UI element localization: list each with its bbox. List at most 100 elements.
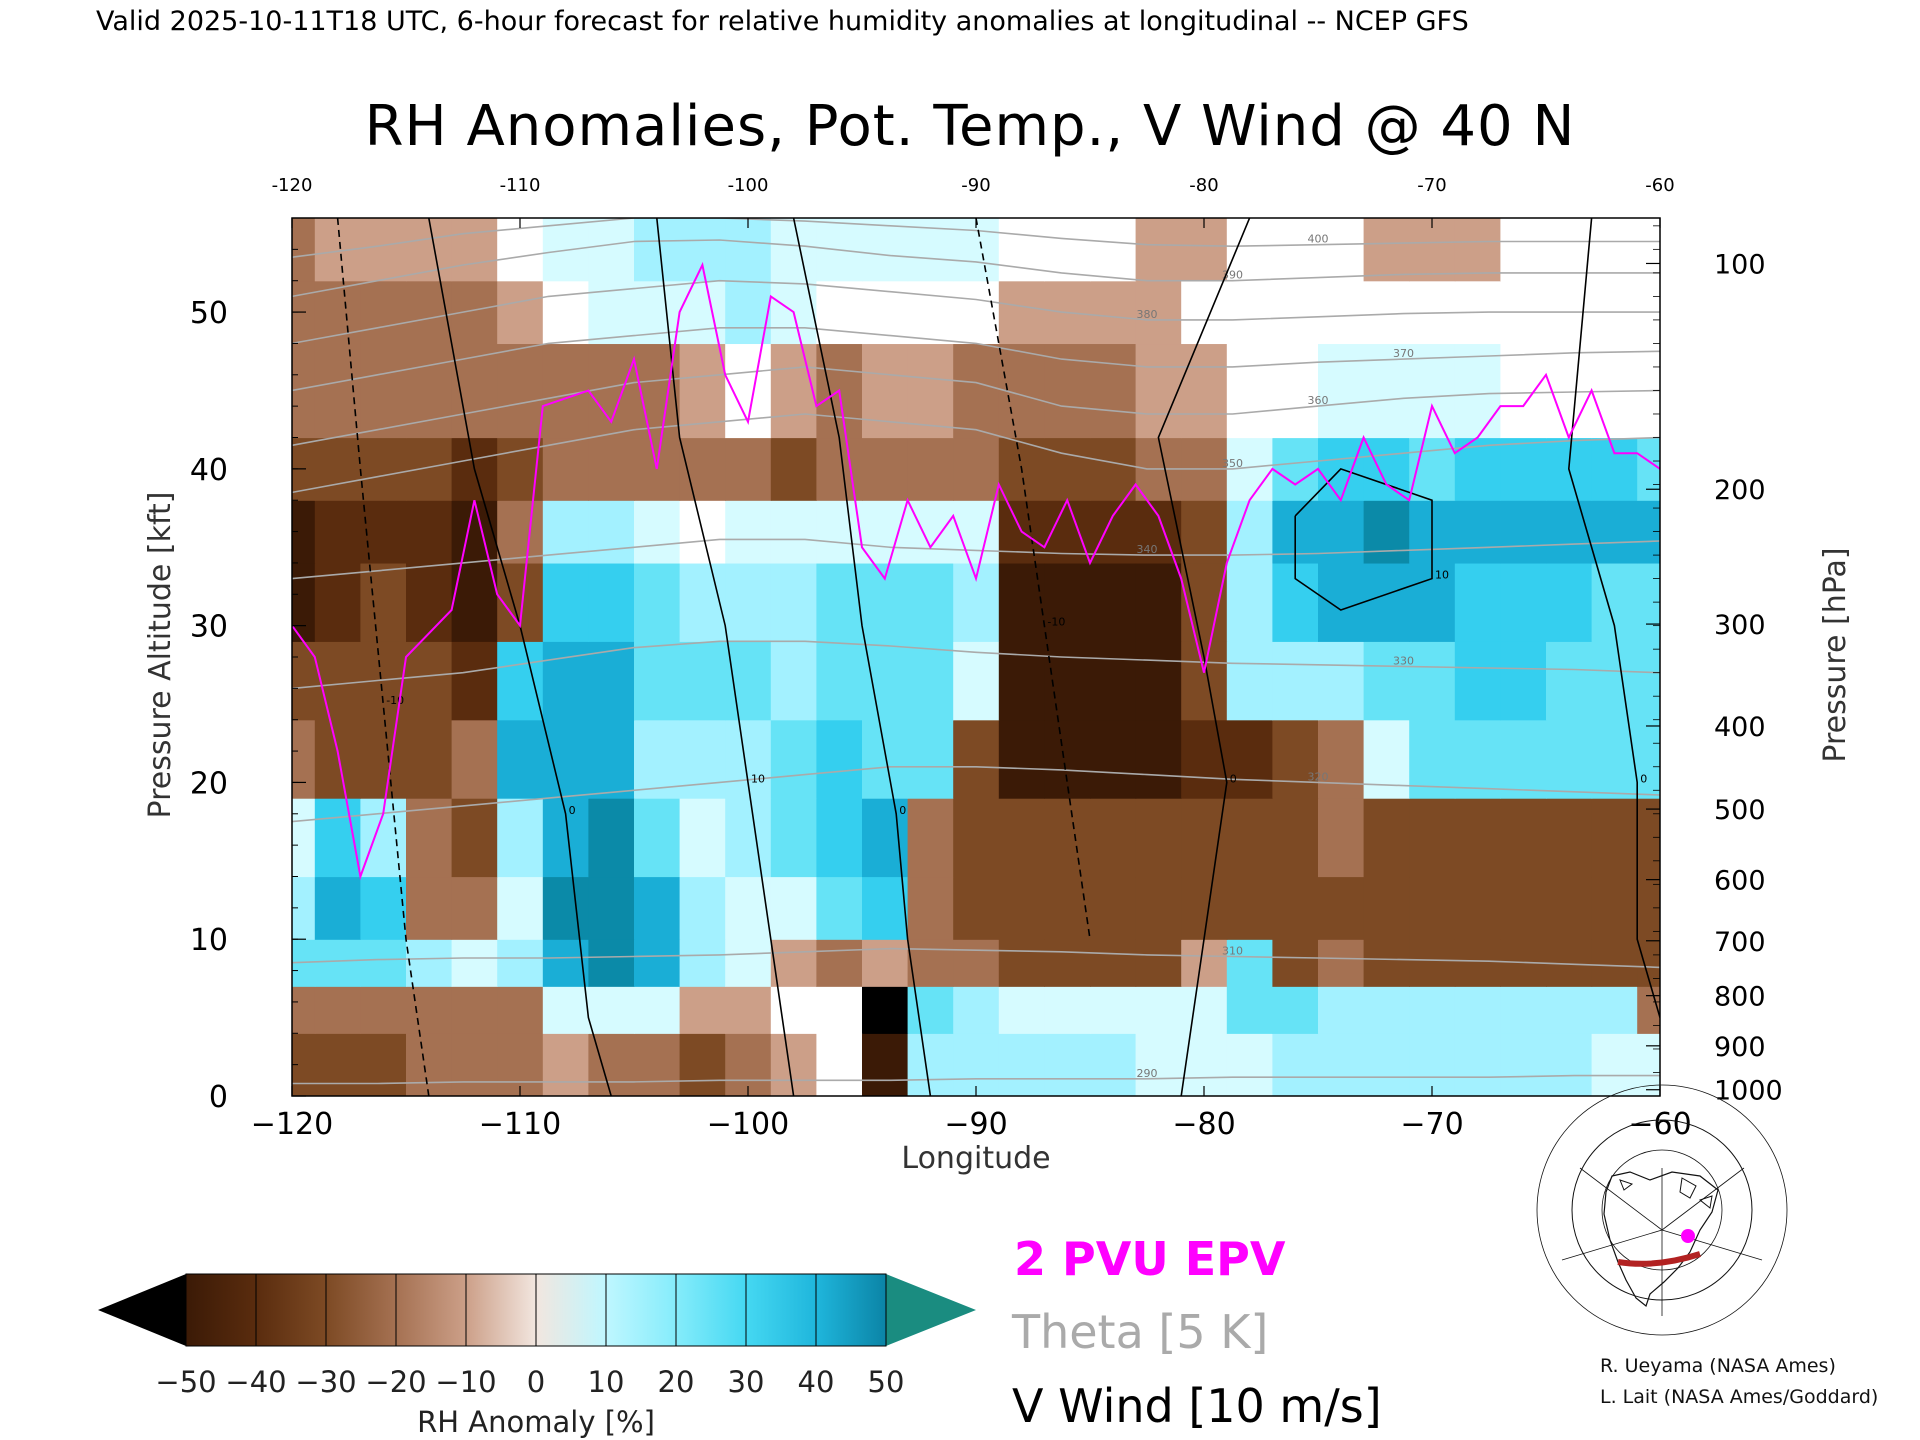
rh-cell [1226, 562, 1273, 642]
rh-cell [998, 939, 1045, 987]
rh-cell [1272, 437, 1319, 501]
vwind-contour-label: 10 [751, 772, 765, 785]
vwind-contour [656, 218, 795, 1096]
rh-cell [360, 500, 407, 564]
legend: 2 PVU EPV Theta [5 K] V Wind [10 m/s] [1011, 1232, 1382, 1433]
rh-cell [542, 562, 589, 642]
rh-cell [292, 500, 316, 564]
rh-cell [314, 876, 361, 940]
rh-cell [542, 343, 589, 439]
theta-contour-label: 290 [1137, 1067, 1158, 1080]
rh-cell [679, 280, 726, 345]
rh-cell [1226, 939, 1273, 987]
rh-cell [1044, 719, 1091, 799]
colorbar-tick-label: 40 [798, 1365, 835, 1399]
rh-cell [360, 280, 407, 345]
rh-cell [816, 500, 863, 564]
pressure-tick-label: 100 [1714, 249, 1766, 280]
rh-cell [588, 641, 635, 721]
rh-cell [1500, 798, 1547, 878]
credit-1: R. Ueyama (NASA Ames) [1600, 1355, 1836, 1377]
rh-cell [725, 218, 772, 282]
rh-cell [725, 986, 772, 1034]
rh-cell [862, 1033, 909, 1096]
rh-cell [1454, 500, 1501, 564]
pressure-tick-label: 1000 [1714, 1076, 1783, 1107]
rh-cell [1637, 437, 1660, 501]
rh-cell [1591, 798, 1638, 878]
rh-cell [1044, 1033, 1091, 1096]
theta-contour [292, 279, 1660, 345]
rh-cell [1500, 641, 1547, 721]
rh-cell [725, 641, 772, 721]
rh-cell [1318, 641, 1365, 721]
pressure-tick-label: 500 [1714, 795, 1766, 826]
rh-cell [634, 876, 681, 940]
rh-cell [588, 798, 635, 878]
pressure-tick-label: 700 [1714, 927, 1766, 958]
rh-cell [1318, 343, 1365, 439]
rh-cell [1135, 1033, 1182, 1096]
rh-cell [998, 719, 1045, 799]
rh-cell [1226, 641, 1273, 721]
rh-cell [1454, 939, 1501, 987]
theta-contour [292, 765, 1660, 823]
rh-cell [1135, 280, 1182, 345]
rh-cell [1637, 798, 1660, 878]
rh-cell [1135, 218, 1182, 282]
colorbar-tick-label: −20 [365, 1365, 426, 1399]
rh-cell [497, 986, 544, 1034]
rh-cell [679, 641, 726, 721]
rh-cell [314, 437, 361, 501]
theta-contour-label: 330 [1393, 654, 1414, 667]
rh-cell [292, 719, 316, 799]
rh-cell [406, 437, 453, 501]
x-axis-ticks: −120 −110 −100 −90 −80 −70 −60 [251, 1086, 1692, 1142]
rh-cell [1591, 641, 1638, 721]
rh-cell [314, 641, 361, 721]
rh-cell [634, 562, 681, 642]
top-tick-label: -90 [961, 175, 990, 196]
rh-cell [862, 641, 909, 721]
rh-cell [1454, 798, 1501, 878]
rh-cell [1591, 939, 1638, 987]
top-tick-label: -70 [1417, 175, 1446, 196]
top-tick-label: -110 [500, 175, 541, 196]
rh-cell [679, 719, 726, 799]
rh-cell [679, 798, 726, 878]
rh-cell [406, 1033, 453, 1096]
rh-cell [1409, 218, 1456, 282]
rh-cell [862, 986, 909, 1034]
vwind-contour [792, 218, 932, 1096]
rh-cell [1090, 343, 1137, 439]
rh-cell [497, 280, 544, 345]
rh-cell [770, 500, 817, 564]
vwind-contour-label: 10 [1435, 569, 1449, 582]
rh-cell [1363, 939, 1410, 987]
top-tick-label: -100 [728, 175, 769, 196]
rh-cell [1500, 218, 1547, 282]
rh-cell [907, 1033, 954, 1096]
colorbar-tick-label: −40 [225, 1365, 286, 1399]
rh-cell [816, 1033, 863, 1096]
rh-cell [1363, 1033, 1410, 1096]
rh-cell [1363, 500, 1410, 564]
rh-cell [1135, 986, 1182, 1034]
rh-cell [1090, 876, 1137, 940]
rh-cell [953, 343, 1000, 439]
rh-cell [816, 280, 863, 345]
rh-cell [292, 562, 316, 642]
rh-cell [1409, 798, 1456, 878]
rh-cell [1181, 939, 1228, 987]
y-axis-label-right: Pressure [hPa] [1818, 547, 1853, 762]
rh-cell [1363, 719, 1410, 799]
rh-cell [1363, 876, 1410, 940]
rh-cell [1226, 719, 1273, 799]
rh-cell [1272, 876, 1319, 940]
rh-cell [1044, 562, 1091, 642]
rh-cell [998, 876, 1045, 940]
rh-cell [588, 218, 635, 282]
rh-cell [542, 437, 589, 501]
rh-cell [360, 437, 407, 501]
rh-cell [1409, 641, 1456, 721]
